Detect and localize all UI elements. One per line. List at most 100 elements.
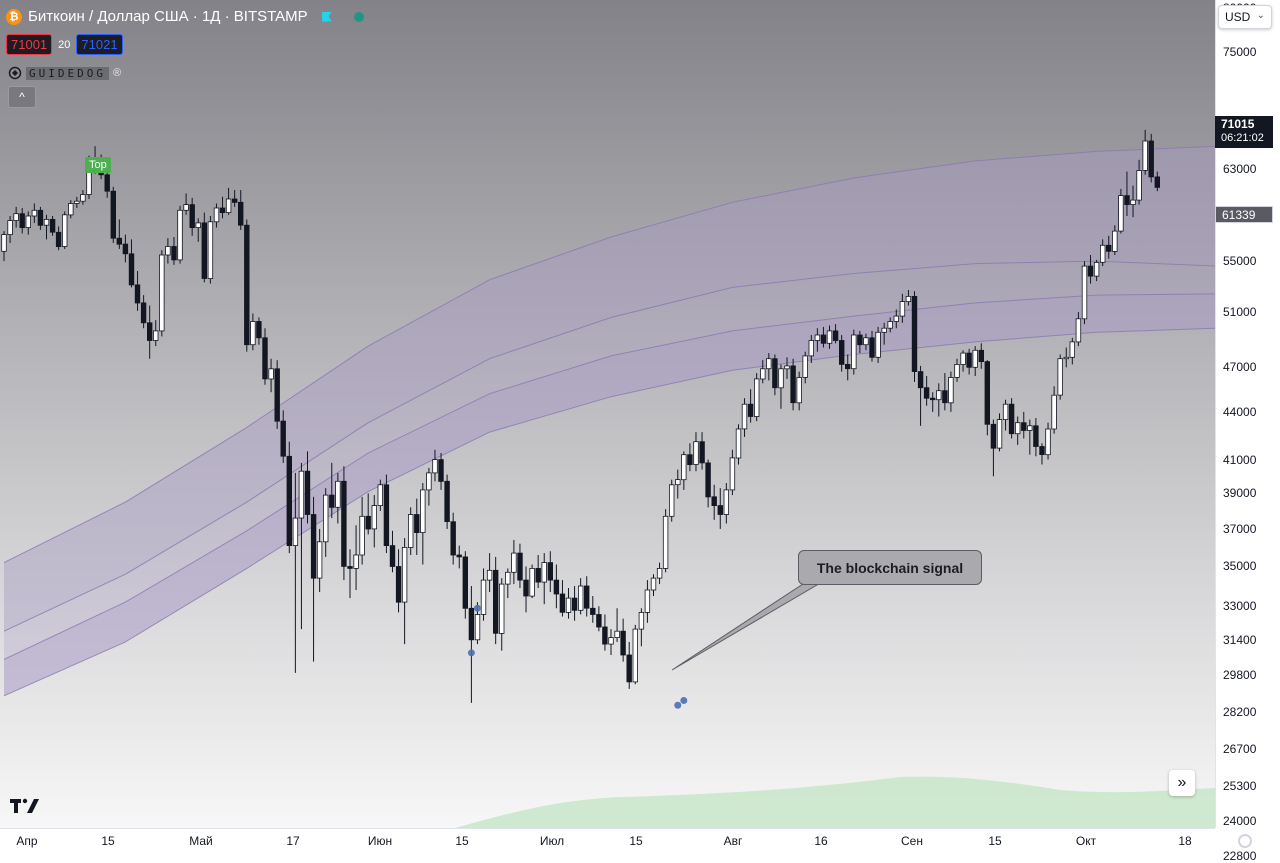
indicator-legend[interactable]: GUIDEDOG ® bbox=[8, 66, 121, 80]
candle bbox=[899, 293, 906, 323]
candle-body bbox=[747, 403, 754, 417]
candle bbox=[1008, 398, 1015, 439]
candle bbox=[590, 596, 596, 623]
candle-body bbox=[820, 334, 827, 344]
candle-body bbox=[1087, 265, 1094, 277]
candle bbox=[359, 496, 365, 565]
candle bbox=[547, 551, 553, 593]
symbol-legend[interactable]: ₿ Биткоин / Доллар США · 1Д · BITSTAMP bbox=[6, 8, 364, 25]
candle-body bbox=[796, 377, 802, 404]
candle-body bbox=[310, 514, 317, 579]
collapse-legend-button[interactable]: ^ bbox=[8, 86, 36, 108]
candle bbox=[887, 317, 893, 333]
buy-button[interactable]: 71021 bbox=[76, 34, 123, 55]
candle-body bbox=[802, 355, 808, 378]
candle bbox=[420, 483, 426, 565]
price-tick-label: 33000 bbox=[1223, 599, 1257, 614]
time-axis[interactable]: Апр 15 Май 17 Июн 15 Июл 15 Авг 16 Сен 15 Окт 18 bbox=[0, 828, 1215, 857]
candle-body bbox=[584, 585, 590, 609]
candle bbox=[1130, 185, 1136, 218]
candle bbox=[31, 203, 38, 223]
time-tick-label: Авг bbox=[723, 834, 743, 848]
blockchain-signal-callout[interactable]: The blockchain signal bbox=[798, 550, 982, 585]
quote-panel: 71001 20 71021 bbox=[6, 34, 123, 55]
candle-body bbox=[1081, 265, 1088, 320]
candle bbox=[1027, 419, 1033, 455]
candle bbox=[462, 551, 468, 619]
candle-body bbox=[571, 597, 578, 611]
tradingview-logo-icon[interactable] bbox=[10, 797, 40, 820]
candle-body bbox=[322, 494, 329, 543]
symbol-title[interactable]: Биткоин / Доллар США · 1Д · BITSTAMP bbox=[28, 8, 308, 25]
bitcoin-icon: ₿ bbox=[6, 8, 22, 25]
candle bbox=[1051, 386, 1057, 434]
market-status-icon[interactable] bbox=[353, 11, 364, 22]
candle-body bbox=[960, 352, 966, 365]
candle bbox=[316, 528, 323, 593]
candle-body bbox=[693, 441, 699, 465]
price-chart[interactable] bbox=[0, 0, 1215, 828]
candle-body bbox=[923, 387, 930, 399]
candle-body bbox=[596, 614, 602, 628]
candle bbox=[134, 271, 141, 311]
flag-icon[interactable] bbox=[321, 11, 332, 22]
candle bbox=[978, 343, 984, 369]
candle-body bbox=[1008, 403, 1015, 435]
candle-body bbox=[911, 295, 918, 372]
candle-body bbox=[681, 454, 687, 481]
candle-body bbox=[523, 579, 529, 597]
candle-body bbox=[414, 514, 420, 534]
candle-body bbox=[231, 198, 238, 203]
chart-area[interactable]: ₿ Биткоин / Доллар США · 1Д · BITSTAMP 7… bbox=[0, 0, 1215, 828]
candle bbox=[1063, 347, 1069, 368]
candle bbox=[1069, 337, 1075, 365]
candle bbox=[923, 375, 930, 406]
candle-body bbox=[814, 334, 821, 341]
candle bbox=[55, 226, 62, 251]
candle-body bbox=[1093, 261, 1100, 277]
candle-body bbox=[389, 545, 396, 567]
candle bbox=[152, 320, 159, 347]
band-line-upper-outer bbox=[3, 145, 1215, 564]
currency-select[interactable]: USD ⌄ bbox=[1218, 5, 1272, 29]
candle-body bbox=[1051, 394, 1057, 430]
candle bbox=[159, 250, 165, 337]
candle bbox=[62, 211, 68, 249]
candle bbox=[280, 410, 286, 463]
candle-body bbox=[1033, 425, 1039, 447]
candle-body bbox=[146, 322, 153, 341]
candle bbox=[802, 351, 808, 384]
candle bbox=[1081, 261, 1088, 325]
candle bbox=[237, 190, 244, 230]
band-line-lower-inner bbox=[3, 293, 1215, 660]
candle bbox=[717, 488, 723, 529]
candle-body bbox=[401, 547, 408, 603]
candle bbox=[881, 322, 887, 345]
candle-body bbox=[511, 552, 517, 573]
price-tick-label: 55000 bbox=[1223, 254, 1257, 269]
price-tick-label: 75000 bbox=[1223, 44, 1257, 59]
sell-button[interactable]: 71001 bbox=[6, 34, 53, 55]
time-tick-label: 15 bbox=[629, 834, 643, 848]
candle bbox=[146, 305, 153, 359]
candle-body bbox=[189, 204, 195, 229]
settings-icon[interactable] bbox=[1238, 834, 1252, 848]
guidedog-logo-icon bbox=[8, 66, 22, 80]
candle-body bbox=[930, 397, 936, 401]
candle bbox=[225, 187, 232, 215]
candle-body bbox=[49, 218, 56, 233]
candle-body bbox=[110, 190, 116, 239]
candle-body bbox=[37, 209, 44, 226]
price-tick-label: 51000 bbox=[1223, 305, 1257, 320]
candle-body bbox=[893, 315, 899, 322]
candle-body bbox=[1069, 341, 1075, 358]
candle bbox=[371, 495, 377, 548]
candle bbox=[19, 207, 25, 234]
candle bbox=[632, 624, 638, 685]
candle-body bbox=[492, 569, 499, 634]
candle bbox=[638, 608, 645, 647]
candle-body bbox=[207, 221, 214, 280]
candle bbox=[1021, 411, 1027, 439]
candle-body bbox=[62, 214, 68, 247]
scroll-to-realtime-button[interactable]: » bbox=[1169, 770, 1195, 796]
